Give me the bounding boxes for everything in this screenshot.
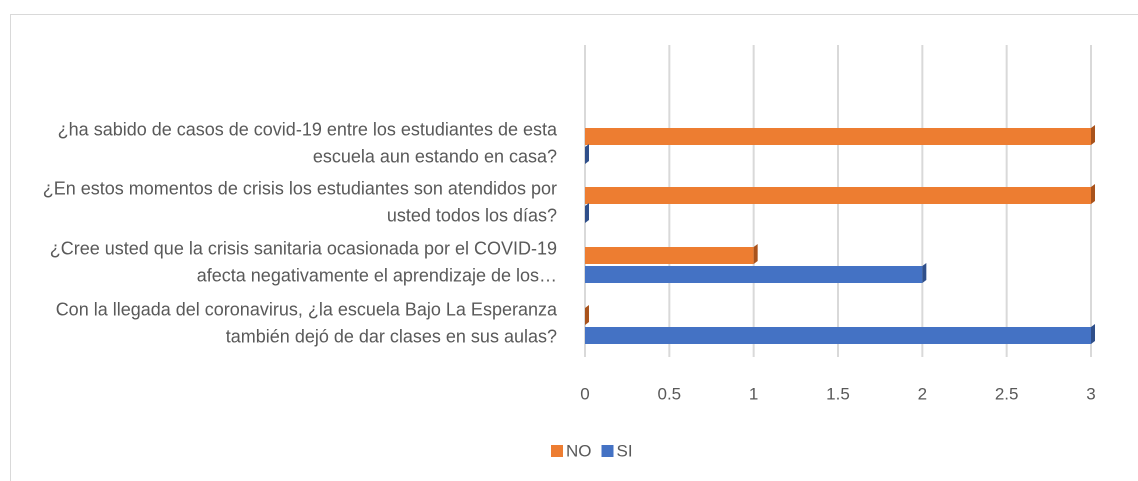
bar-side [1091,184,1095,204]
category-label: ¿En estos momentos de crisis los estudia… [43,178,557,225]
bar-side [585,305,589,325]
category-label: ¿ha sabido de casos de covid-19 entre lo… [58,119,558,166]
bar [585,187,1091,204]
bar-side [1091,324,1095,344]
legend-label: NO [566,441,592,460]
bar-side [585,144,589,164]
legend-swatch [601,445,614,457]
x-tick-label: 1.5 [826,384,850,403]
x-tick-label: 2.5 [995,384,1019,403]
x-tick-label: 2 [918,384,927,403]
bar [585,128,1091,145]
x-tick-label: 1 [749,384,758,403]
legend-swatch [551,445,563,457]
category-label: Con la llegada del coronavirus, ¿la escu… [56,299,558,346]
chart-border [10,14,1138,481]
category-label: ¿Cree usted que la crisis sanitaria ocas… [50,238,557,285]
bar-side [753,244,758,264]
bar-side [922,263,927,283]
bar [585,247,754,264]
bar-side [585,203,589,223]
legend-label: SI [617,441,633,460]
x-tick-label: 3 [1086,384,1095,403]
bar [585,327,1091,344]
x-tick-label: 0 [580,384,589,403]
x-tick-label: 0.5 [658,384,682,403]
bar-side [1091,125,1095,145]
bar [585,266,923,283]
